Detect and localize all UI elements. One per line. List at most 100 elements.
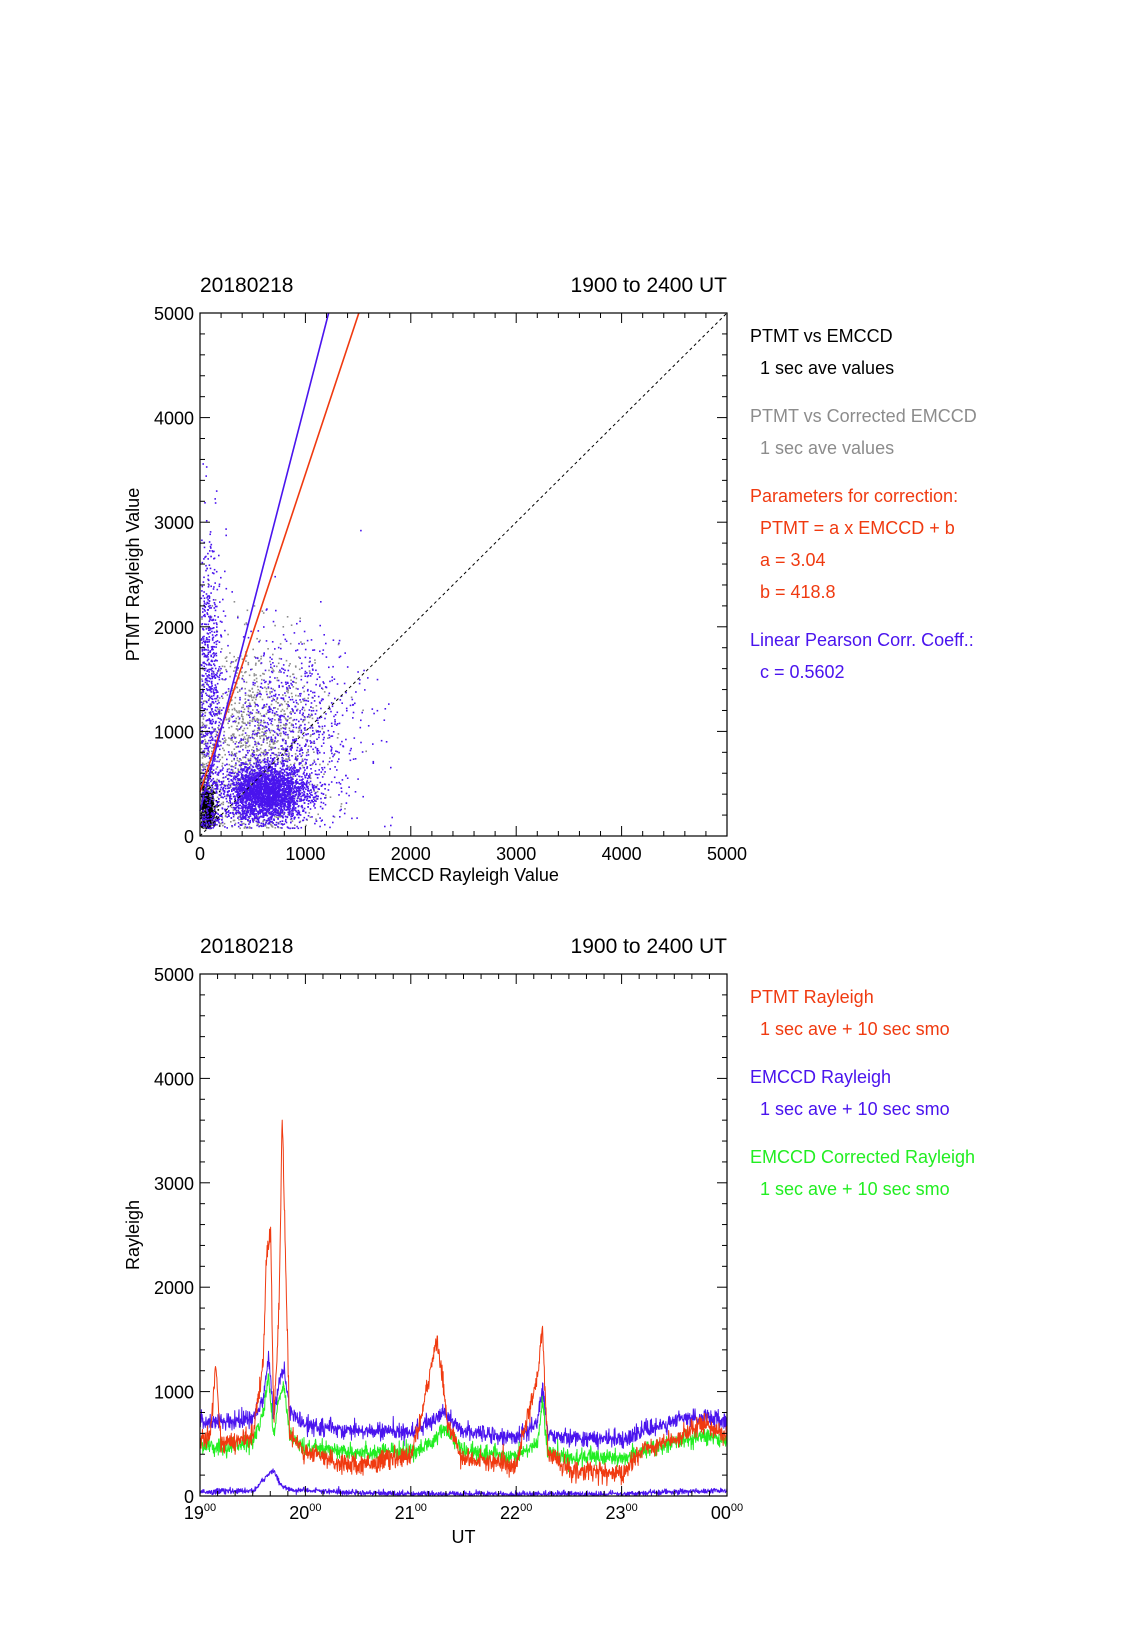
scatter-point xyxy=(281,774,284,776)
scatter-point xyxy=(292,803,295,805)
scatter-point xyxy=(263,737,265,740)
scatter-point xyxy=(220,822,222,825)
scatter-point xyxy=(258,732,261,734)
scatter-point xyxy=(272,688,274,690)
scatter-point xyxy=(262,822,264,825)
scatter-point xyxy=(253,797,255,800)
scatter-point xyxy=(238,702,241,704)
scatter-point xyxy=(242,718,244,720)
scatter-point xyxy=(260,658,262,660)
scatter-point xyxy=(245,795,248,798)
scatter-point xyxy=(254,796,256,799)
scatter-point xyxy=(294,794,297,796)
scatter-point xyxy=(277,751,280,754)
scatter-point xyxy=(299,798,301,800)
scatter-point xyxy=(248,778,250,781)
scatter-point xyxy=(292,785,294,788)
scatter-point xyxy=(294,824,296,826)
scatter-point xyxy=(238,804,240,807)
scatter-point xyxy=(211,803,214,805)
scatter-point xyxy=(254,807,257,810)
scatter-point xyxy=(289,791,291,793)
scatter-point xyxy=(229,800,231,803)
scatter-point xyxy=(279,813,282,816)
scatter-point xyxy=(297,770,300,773)
scatter-point xyxy=(284,717,287,719)
scatter-point xyxy=(310,734,312,736)
scatter-point xyxy=(287,776,289,779)
scatter-point xyxy=(240,671,243,673)
scatter-point xyxy=(270,806,272,809)
scatter-point xyxy=(206,799,209,802)
scatter-point xyxy=(269,740,271,743)
scatter-point xyxy=(274,624,276,627)
scatter-point xyxy=(274,719,276,721)
scatter-point xyxy=(286,768,289,771)
scatter-point xyxy=(236,773,238,775)
scatter-point xyxy=(275,824,278,826)
scatter-point xyxy=(290,815,292,818)
scatter-point xyxy=(241,823,243,825)
scatter-point xyxy=(290,793,293,795)
scatter-point xyxy=(266,801,269,804)
scatter-point xyxy=(311,717,314,720)
scatter-point xyxy=(236,784,239,787)
scatter-point xyxy=(246,734,248,737)
scatter-point xyxy=(313,805,315,807)
scatter-point xyxy=(244,766,246,769)
scatter-point xyxy=(207,583,210,585)
scatter-point xyxy=(276,773,278,776)
scatter-point xyxy=(267,791,270,793)
scatter-point xyxy=(295,677,298,680)
scatter-point xyxy=(213,824,216,827)
scatter-point xyxy=(275,700,277,703)
scatter-point xyxy=(246,779,248,781)
scatter-point xyxy=(234,764,237,767)
scatter-point xyxy=(313,789,315,791)
scatter-point xyxy=(315,705,318,707)
scatter-point xyxy=(203,755,206,757)
scatter-point xyxy=(320,771,323,773)
scatter-point xyxy=(303,786,306,789)
scatter-point xyxy=(276,754,279,757)
scatter-point xyxy=(277,708,279,710)
scatter-point xyxy=(291,744,293,747)
scatter-point xyxy=(254,759,257,761)
scatter-point xyxy=(242,812,245,815)
scatter-point xyxy=(212,793,214,796)
scatter-point xyxy=(242,722,245,724)
scatter-point xyxy=(246,784,248,787)
scatter-point xyxy=(200,781,203,784)
scatter-point xyxy=(288,727,291,729)
scatter-point xyxy=(280,768,283,771)
scatter-point xyxy=(272,822,274,824)
scatter-point xyxy=(238,812,240,815)
scatter-point xyxy=(259,803,261,805)
scatter-point xyxy=(266,761,269,763)
scatter-point xyxy=(269,802,272,805)
scatter-point xyxy=(288,757,290,759)
scatter-point xyxy=(244,800,246,803)
scatter-point xyxy=(249,762,251,764)
scatter-point xyxy=(258,724,260,727)
scatter-point xyxy=(248,735,250,737)
scatter-point xyxy=(249,767,251,770)
scatter-point xyxy=(200,798,203,801)
scatter-point xyxy=(325,796,327,799)
scatter-point xyxy=(292,711,294,713)
scatter-point xyxy=(303,816,306,819)
scatter-point xyxy=(237,811,239,814)
scatter-point xyxy=(262,770,264,772)
scatter-point xyxy=(240,759,242,761)
scatter-point xyxy=(239,798,241,801)
scatter-point xyxy=(293,816,296,819)
scatter-point xyxy=(300,675,303,678)
scatter-point xyxy=(277,799,280,802)
scatter-point xyxy=(265,705,267,708)
scatter-point xyxy=(258,794,261,797)
scatter-point xyxy=(209,821,212,824)
scatter-point xyxy=(273,714,276,717)
scatter-point xyxy=(208,801,211,804)
scatter-point xyxy=(284,796,287,799)
scatter-point xyxy=(295,810,298,813)
